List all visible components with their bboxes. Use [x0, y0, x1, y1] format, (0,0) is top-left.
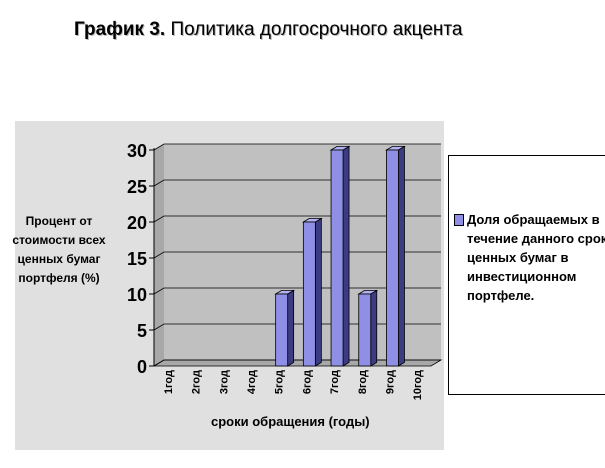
y-tick-label: 30	[127, 141, 147, 161]
legend: Доля обращаемых в течение данного срока …	[448, 155, 605, 395]
y-tick-label: 5	[137, 321, 147, 341]
x-tick-label: 3год	[218, 370, 230, 394]
bar-chart: 0 5 10 15 20 25 30 1год 2год 3год 4год 5год 6год 7год…	[127, 141, 443, 400]
legend-label: Доля обращаемых в течение данного срока …	[467, 212, 605, 303]
x-tick-label: 2год	[191, 370, 203, 394]
bar	[302, 221, 316, 367]
x-tick-label: 8год	[357, 370, 369, 394]
x-tick-label: 10год	[412, 370, 424, 400]
x-tick-label: 6год	[301, 370, 313, 394]
x-axis-label: сроки обращения (годы)	[211, 414, 370, 429]
bar	[386, 149, 399, 367]
legend-swatch	[454, 214, 464, 226]
bar-side	[287, 289, 295, 367]
bar-side	[314, 217, 322, 367]
bar	[330, 149, 344, 367]
page-title-rest: Политика долгосрочного акцента	[165, 19, 463, 40]
x-tick-label: 4год	[246, 370, 258, 394]
gridline	[153, 143, 441, 151]
y-tick-label: 10	[127, 285, 147, 305]
page-title: График 3. Политика долгосрочного акцента	[74, 19, 526, 41]
y-axis-label: Процент от стоимости всех ценных бумаг п…	[12, 214, 106, 285]
bar-side	[398, 145, 405, 367]
x-tick-label: 1год	[163, 370, 175, 394]
bar-side	[370, 289, 378, 367]
x-tick-label: 7год	[329, 370, 341, 394]
chart-frame: 0 5 10 15 20 25 30 1год 2год 3год 4год 5год 6год 7год…	[15, 121, 444, 450]
y-tick-label: 0	[137, 357, 147, 377]
x-tick-label: 5год	[274, 370, 286, 394]
bar	[275, 293, 289, 367]
y-tick-label: 20	[127, 213, 147, 233]
bar-side	[342, 145, 350, 367]
y-tick-label: 15	[127, 249, 147, 269]
y-tick-label: 25	[127, 177, 147, 197]
page-title-lead: График 3.	[74, 19, 166, 40]
bar	[358, 293, 372, 367]
x-tick-label: 9год	[384, 370, 396, 394]
